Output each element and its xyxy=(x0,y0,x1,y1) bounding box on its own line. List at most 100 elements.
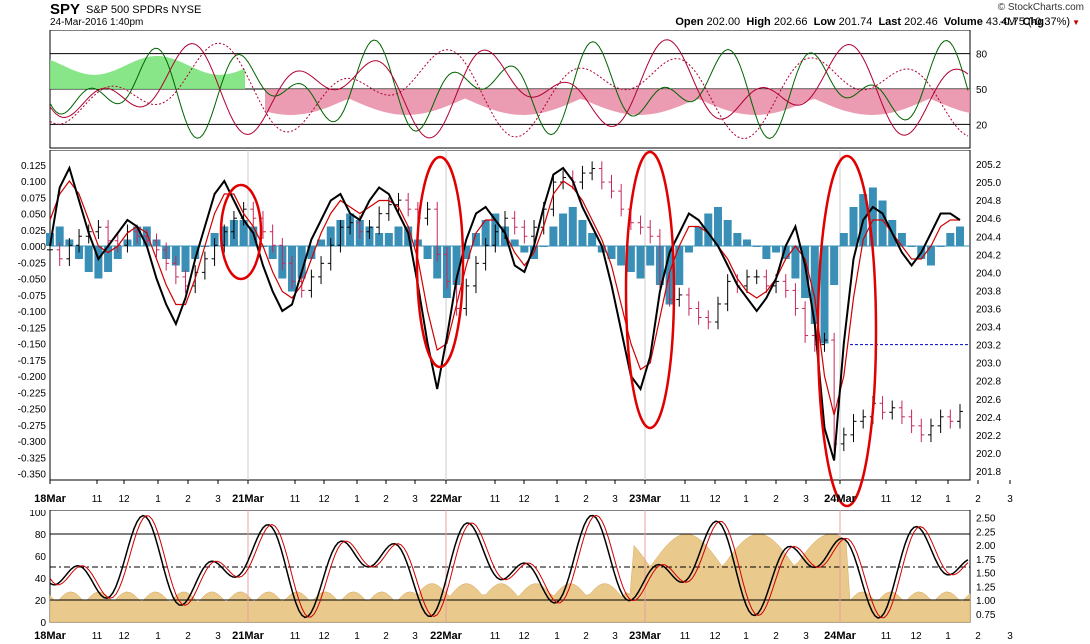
x-tick-label: 21Mar xyxy=(232,630,265,642)
x-tick-label: 1 xyxy=(945,631,951,642)
histogram-bar xyxy=(675,246,684,285)
histogram-bar xyxy=(791,246,800,279)
x-tick-label: 2 xyxy=(583,494,589,505)
x-tick-label: 12 xyxy=(910,631,922,642)
right-y-tick-label: 202.0 xyxy=(976,449,1001,460)
histogram-bar xyxy=(510,239,519,246)
quote-line: Open 202.00 High 202.66 Low 201.74 Last … xyxy=(675,16,1044,28)
left-y-tick-label: 20 xyxy=(35,596,47,607)
left-y-tick-label: 0.050 xyxy=(21,210,46,221)
x-tick-label: 3 xyxy=(1007,494,1013,505)
left-y-tick-label: -0.225 xyxy=(18,388,47,399)
x-tick-label: 11 xyxy=(290,631,301,642)
x-tick-label: 1 xyxy=(554,631,560,642)
right-y-tick-label: 0.75 xyxy=(976,610,996,621)
right-y-tick-label: 205.2 xyxy=(976,160,1001,171)
histogram-bar xyxy=(946,233,955,246)
x-tick-label: 2 xyxy=(773,631,779,642)
main-price-panel: 0.125 0.100 0.075 0.050 0.025 0.000 -0.025 -0.0… xyxy=(18,150,1013,508)
x-tick-label: 2 xyxy=(185,631,191,642)
x-tick-label: 1 xyxy=(945,494,951,505)
x-tick-label: 12 xyxy=(709,631,721,642)
x-tick-label: 1 xyxy=(354,631,360,642)
x-tick-label: 12 xyxy=(518,631,530,642)
histogram-bar xyxy=(549,226,558,246)
datetime: 24-Mar-2016 1:40pm xyxy=(50,17,144,28)
x-tick-label: 3 xyxy=(612,631,618,642)
top-indicator-line-2 xyxy=(49,39,969,139)
highlight-ellipse xyxy=(624,150,676,430)
histogram-bar xyxy=(801,246,810,298)
histogram-bar xyxy=(839,233,848,246)
x-tick-label: 3 xyxy=(215,494,221,505)
volume-value: 43.4M xyxy=(985,16,1017,28)
down-triangle-icon: ▼ xyxy=(1072,18,1080,27)
x-tick-label: 12 xyxy=(318,494,330,505)
histogram-bar xyxy=(452,246,461,285)
histogram-bar xyxy=(317,239,326,246)
histogram-bar xyxy=(820,246,829,344)
histogram-bar xyxy=(704,213,713,246)
exchange: NYSE xyxy=(171,4,202,16)
x-tick-label: 3 xyxy=(803,631,809,642)
x-tick-label: 21Mar xyxy=(232,493,265,505)
security-title: S&P 500 SPDRs xyxy=(86,4,169,16)
right-y-tick-label: 204.2 xyxy=(976,250,1001,261)
stoch-fill-green xyxy=(50,56,245,89)
left-y-tick-label: 40 xyxy=(35,574,47,585)
x-tick-label: 11 xyxy=(881,494,892,505)
left-y-tick-label: -0.200 xyxy=(18,372,47,383)
left-y-tick-label: -0.100 xyxy=(18,307,47,318)
x-tick-label: 2 xyxy=(975,494,981,505)
right-y-tick-label: 1.75 xyxy=(976,555,996,566)
change-value: -0.75 (-0.37%) ▼ xyxy=(999,16,1080,28)
histogram-bar xyxy=(926,246,935,266)
low-value: 201.74 xyxy=(838,16,873,28)
right-y-tick-label: 202.6 xyxy=(976,395,1001,406)
x-tick-label: 1 xyxy=(155,494,161,505)
x-tick-label: 3 xyxy=(1007,631,1013,642)
x-tick-label: 11 xyxy=(490,494,501,505)
x-tick-label: 11 xyxy=(881,631,892,642)
left-y-tick-label: -0.250 xyxy=(18,405,47,416)
top-y-tick-label: 50 xyxy=(976,85,988,96)
right-y-tick-label: 204.0 xyxy=(976,268,1001,279)
histogram-bar xyxy=(433,246,442,279)
x-tick-label: 18Mar xyxy=(34,493,67,505)
left-y-tick-label: -0.350 xyxy=(18,470,47,481)
right-y-tick-label: 202.8 xyxy=(976,377,1001,388)
right-y-tick-label: 1.00 xyxy=(976,596,996,607)
x-tick-label: 11 xyxy=(92,631,103,642)
histogram-bar xyxy=(878,200,887,246)
histogram-bar xyxy=(191,246,200,259)
right-y-tick-label: 203.2 xyxy=(976,341,1001,352)
x-tick-label: 12 xyxy=(910,494,922,505)
x-tick-label: 11 xyxy=(680,494,691,505)
left-y-tick-label: 0.100 xyxy=(21,177,46,188)
histogram-bar xyxy=(617,246,626,266)
x-tick-label: 11 xyxy=(92,494,103,505)
left-y-tick-label: -0.300 xyxy=(18,437,47,448)
histogram-bar xyxy=(394,226,403,246)
high-label: High xyxy=(746,16,771,28)
x-tick-label: 1 xyxy=(554,494,560,505)
histogram-bar xyxy=(55,226,64,246)
chg-label: Chg xyxy=(1022,16,1044,28)
left-y-tick-label: -0.125 xyxy=(18,323,47,334)
histogram-bar xyxy=(646,246,655,266)
x-tick-label: 24Mar xyxy=(824,493,857,505)
main-panel-frame xyxy=(49,150,971,481)
histogram-bar xyxy=(733,233,742,246)
x-tick-label: 11 xyxy=(680,631,691,642)
x-tick-label: 22Mar xyxy=(430,493,463,505)
right-y-tick-label: 204.6 xyxy=(976,214,1001,225)
right-y-tick-label: 1.50 xyxy=(976,569,996,580)
histogram-bar xyxy=(713,207,722,246)
right-y-tick-label: 204.4 xyxy=(976,232,1001,243)
x-tick-label: 3 xyxy=(412,494,418,505)
histogram-bar xyxy=(384,233,393,246)
x-tick-label: 2 xyxy=(383,631,389,642)
x-tick-label: 1 xyxy=(354,494,360,505)
x-tick-label: 2 xyxy=(383,494,389,505)
histogram-bar xyxy=(481,220,490,246)
